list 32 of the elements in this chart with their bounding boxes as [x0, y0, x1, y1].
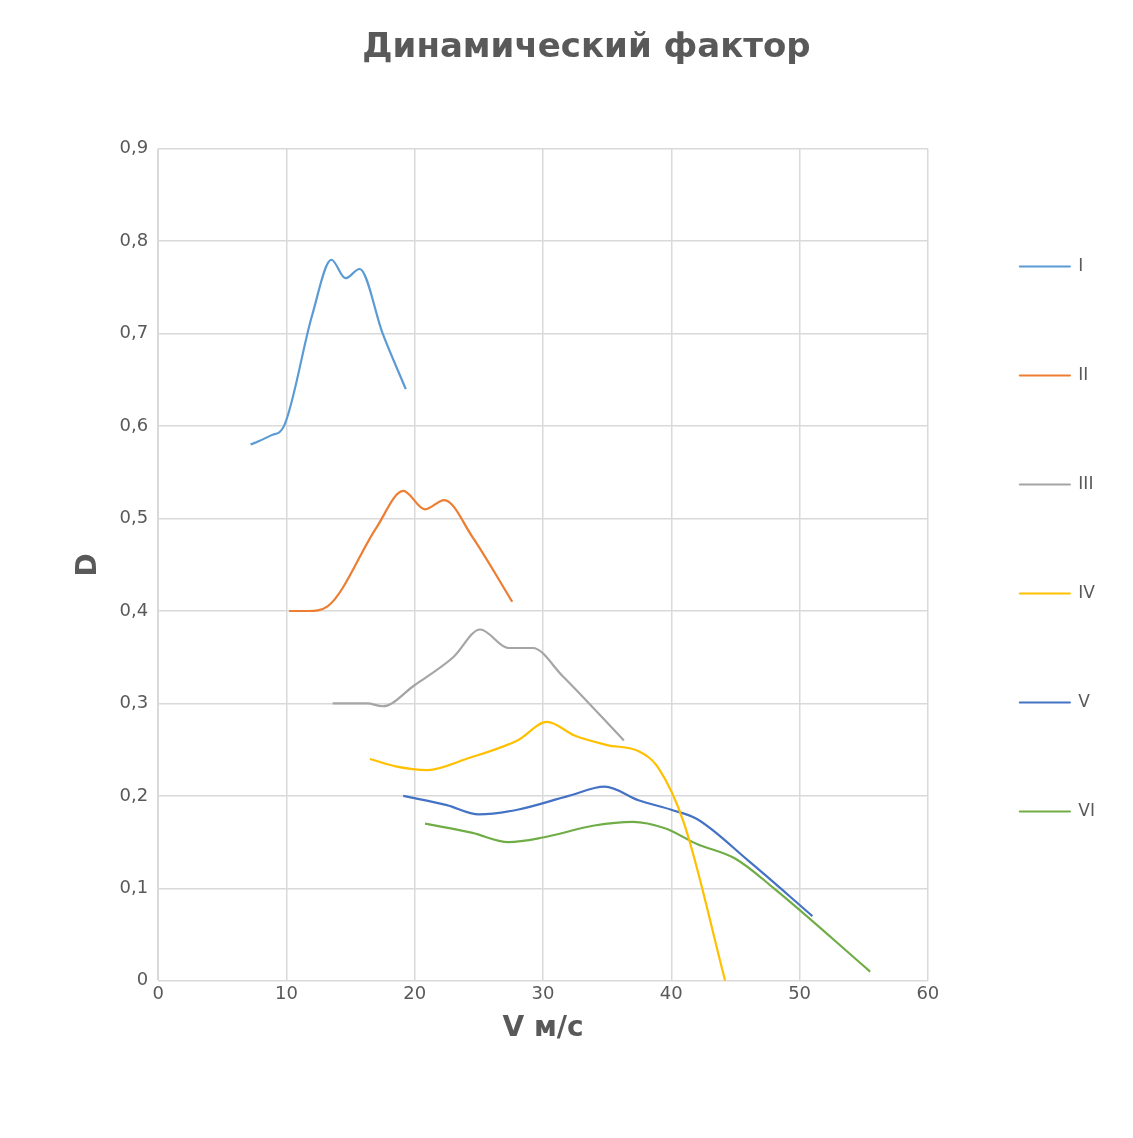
line-series [331, 628, 625, 742]
x-tick-label: 0 [152, 982, 164, 1004]
y-tick-label: 0,3 [119, 691, 149, 713]
chart-title: Динамический фактор [362, 25, 811, 66]
x-axis-title: V м/с [502, 1010, 584, 1044]
x-tick-label: 40 [659, 982, 683, 1004]
x-tick-label: 20 [403, 982, 427, 1004]
y-tick-label: 0,1 [119, 876, 149, 898]
y-tick-label: 0,6 [119, 413, 149, 435]
y-axis-title: D [70, 553, 104, 577]
line-series [423, 820, 872, 973]
y-tick-label: 0,7 [119, 321, 149, 343]
legend-label: II [1078, 363, 1089, 384]
x-tick-label: 10 [275, 982, 298, 1004]
y-tick-label: 0,2 [119, 783, 149, 805]
x-tick-label: 60 [916, 982, 940, 1004]
legend-label: I [1078, 254, 1084, 275]
line-series [402, 785, 814, 918]
line-series [249, 258, 407, 446]
y-tick-label: 0,9 [119, 136, 149, 158]
legend-label: III [1078, 472, 1094, 493]
legend-label: V [1078, 690, 1091, 711]
legend-label: VI [1078, 799, 1096, 820]
y-tick-label: 0 [136, 968, 149, 990]
x-tick-label: 50 [788, 982, 812, 1004]
line-series [368, 720, 727, 981]
y-tick-label: 0,4 [119, 598, 149, 620]
legend-label: IV [1078, 581, 1096, 602]
y-tick-label: 0,5 [119, 506, 149, 528]
line-series [287, 489, 514, 613]
x-tick-label: 30 [531, 982, 555, 1004]
y-tick-label: 0,8 [119, 228, 149, 250]
